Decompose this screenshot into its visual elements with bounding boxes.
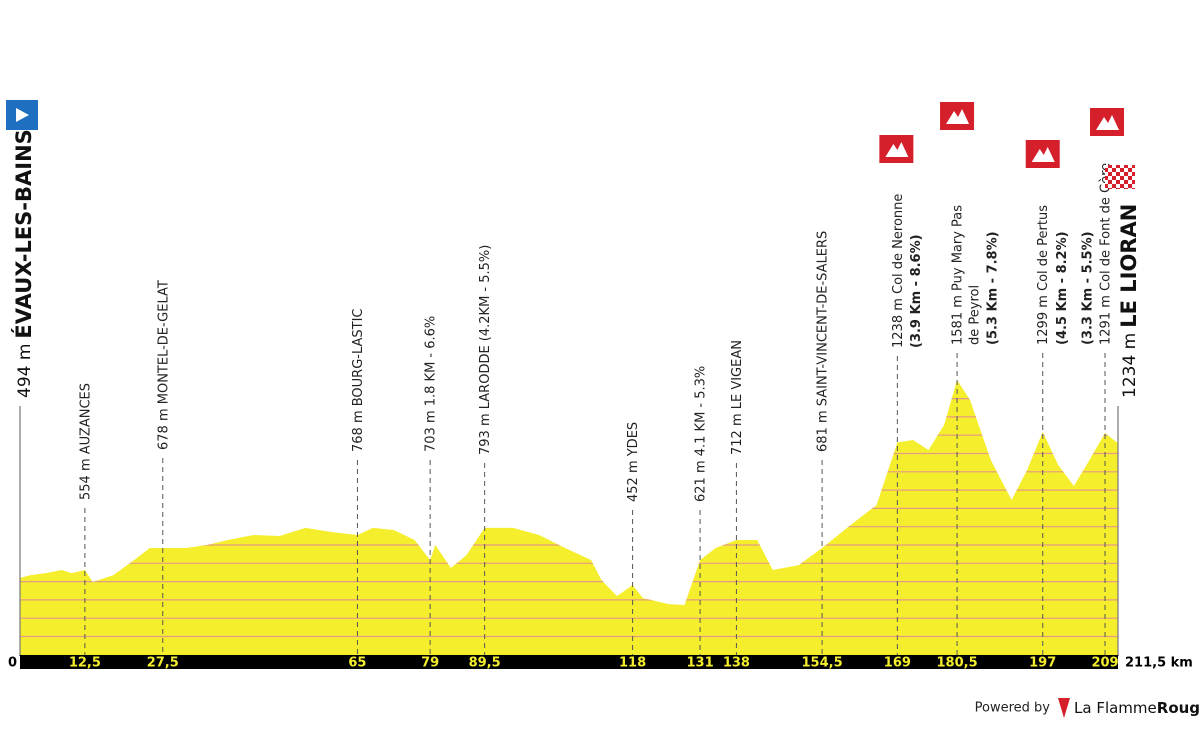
powered-by: Powered by [975, 701, 1051, 716]
waypoint-name: LE LIORAN [1117, 204, 1141, 328]
waypoint-label: 681 m SAINT-VINCENT-DE-SALERS [816, 231, 831, 452]
waypoint-label: (3.9 Km - 8.6%) [909, 234, 924, 348]
waypoint-label: 1238 m Col de Neronne [891, 194, 906, 348]
x-tick-label: 154,5 [802, 656, 843, 671]
waypoint-label: 452 m YDES [626, 422, 641, 502]
waypoint-label: 1234 m LE LIORAN [1117, 204, 1141, 398]
climb-peak [1096, 115, 1120, 130]
x-tick-label: 118 [619, 656, 646, 671]
climb-peak [946, 109, 970, 124]
waypoint-label: 554 m AUZANCES [78, 383, 93, 500]
elevation-area [20, 380, 1118, 655]
brand: La FlammeRouge [1074, 699, 1200, 717]
brand-a: La Flamme [1074, 699, 1157, 717]
waypoint-name: ÉVAUX-LES-BAINS [11, 129, 36, 338]
waypoint-label: 768 m BOURG-LASTIC [351, 308, 366, 452]
waypoint-label: 1291 m Col de Font de Cère [1099, 163, 1114, 345]
waypoint-label: 621 m 4.1 KM - 5.3% [694, 366, 709, 502]
distance-bar [20, 655, 1118, 669]
x-tick-label: 27,5 [147, 656, 179, 671]
waypoint-label: (4.5 Km - 8.2%) [1055, 231, 1070, 345]
x-tick-label: 169 [884, 656, 911, 671]
waypoint-label: (3.3 Km - 5.5%) [1081, 231, 1096, 345]
climb-peak [885, 142, 909, 157]
waypoint-label: 712 m LE VIGEAN [730, 340, 745, 455]
x-tick-label: 211,5 km [1125, 656, 1193, 671]
x-tick-label: 79 [421, 656, 439, 671]
x-tick-label: 65 [348, 656, 366, 671]
x-tick-label: 180,5 [937, 656, 978, 671]
waypoint-label: de Peyrol [968, 285, 983, 345]
x-tick-label: 0 [8, 656, 17, 671]
x-tick-label: 197 [1029, 656, 1056, 671]
x-tick-label: 12,5 [69, 656, 101, 671]
waypoint-label: 1581 m Puy Mary Pas [951, 205, 966, 345]
x-tick-label: 138 [723, 656, 750, 671]
x-tick-label: 131 [687, 656, 714, 671]
waypoint-label: 494 m ÉVAUX-LES-BAINS [11, 129, 36, 398]
waypoint-label: 703 m 1.8 KM - 6.6% [424, 316, 439, 452]
brand-logo [1058, 698, 1070, 718]
x-tick-label: 209 [1091, 656, 1118, 671]
waypoint-altitude: 1234 m [1120, 333, 1140, 398]
waypoint-label: (5.3 Km - 7.8%) [986, 231, 1001, 345]
waypoint-label: 793 m LARODDE (4.2KM - 5.5%) [478, 245, 493, 455]
waypoint-label: 1299 m Col de Pertus [1036, 205, 1051, 345]
brand-b: Rouge [1157, 699, 1200, 717]
waypoint-altitude: 494 m [15, 344, 35, 398]
finish-icon [1105, 165, 1135, 189]
start-arrow [16, 108, 29, 122]
waypoint-label: 678 m MONTEL-DE-GELAT [156, 280, 171, 450]
x-tick-label: 89,5 [469, 656, 501, 671]
climb-peak [1031, 147, 1055, 162]
